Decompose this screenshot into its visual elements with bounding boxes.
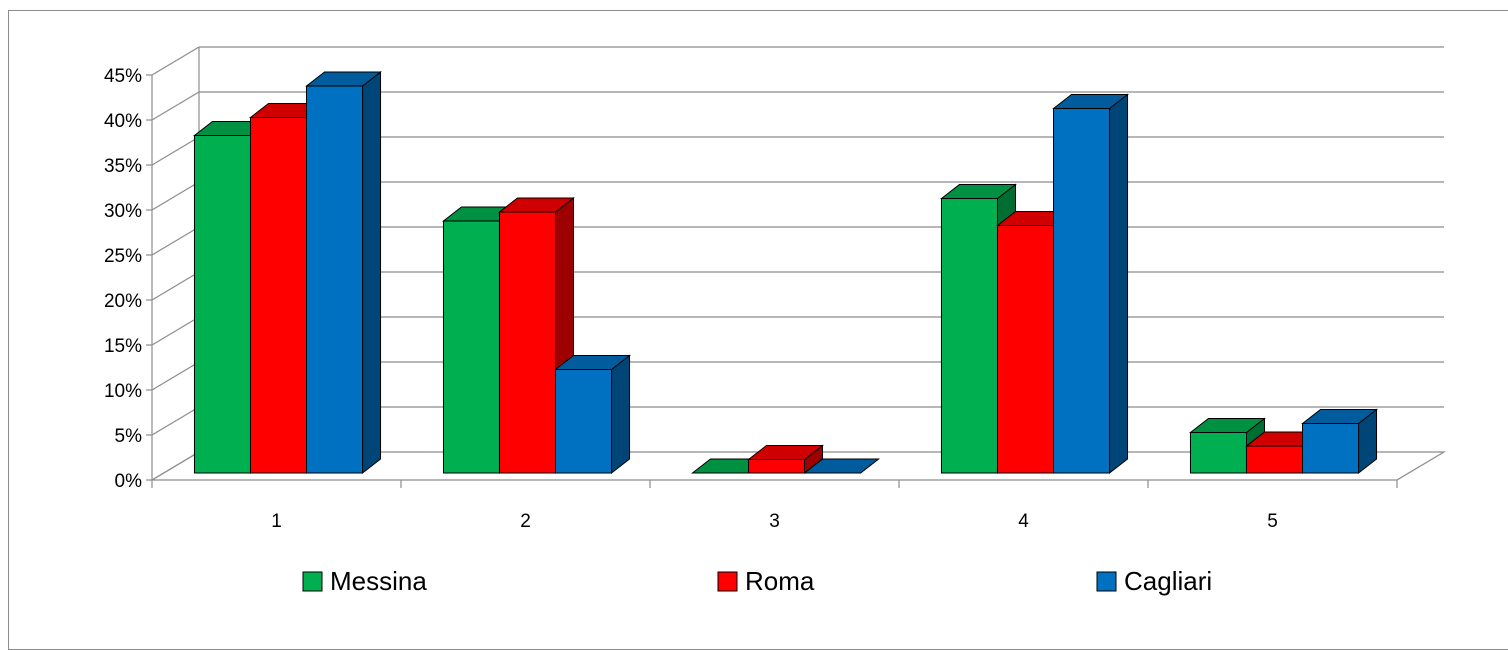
bar-roma-3: [747, 444, 824, 475]
side-gridline: [151, 361, 200, 391]
bar-front: [996, 225, 1055, 474]
legend-label: Roma: [745, 566, 815, 596]
y-tick-label: 40%: [104, 111, 142, 132]
legend-item-messina: Messina: [302, 566, 427, 596]
axis-layer: 0% 5% 10% 15% 20% 25% 30% 35% 40% 45% 1 2 3 4 5: [104, 66, 1398, 532]
x-tick-label: 5: [1267, 511, 1278, 532]
y-tick-label: 25%: [104, 246, 142, 267]
y-tick-label: 15%: [104, 336, 142, 357]
legend-swatch: [1096, 571, 1117, 592]
x-tick-label: 4: [1018, 511, 1029, 532]
bar-side: [362, 70, 382, 475]
bar-front: [1053, 108, 1111, 474]
bar-top: [803, 458, 880, 474]
bar-roma-2: [498, 196, 575, 475]
bar-top: [940, 184, 1017, 199]
y-tick-label: 10%: [104, 381, 142, 402]
bars-layer: [193, 70, 1378, 475]
side-gridline: [151, 406, 200, 436]
bar-cagliari-4: [1052, 93, 1129, 475]
bar-cagliari-2: [554, 354, 631, 475]
bar-chart: 0% 5% 10% 15% 20% 25% 30% 35% 40% 45% 1 2 3 4 5 Messin…: [104, 46, 1447, 596]
bar-front: [555, 369, 613, 474]
side-gridline: [151, 91, 200, 121]
bar-front: [442, 220, 500, 474]
bar-front: [1302, 423, 1360, 474]
bar-cagliari-3: [803, 458, 880, 474]
bar-front: [306, 85, 364, 474]
bar-side: [1109, 93, 1129, 475]
bar-cagliari-1: [305, 70, 382, 475]
side-gridline: [151, 181, 200, 211]
legend-swatch: [717, 571, 738, 592]
side-gridline: [151, 226, 200, 256]
y-tick-label: 45%: [104, 66, 142, 87]
bar-top: [1301, 409, 1378, 424]
bar-top: [747, 445, 824, 460]
y-tick-label: 0%: [115, 471, 143, 492]
y-tick-label: 20%: [104, 291, 142, 312]
bar-top: [1189, 418, 1266, 433]
x-tick-label: 3: [769, 511, 780, 532]
legend-label: Messina: [330, 566, 427, 596]
bar-front: [249, 117, 308, 474]
legend-item-cagliari: Cagliari: [1096, 566, 1212, 596]
legend-swatch: [302, 571, 323, 592]
y-tick-label: 30%: [104, 201, 142, 222]
y-tick-label: 35%: [104, 156, 142, 177]
bar-front: [1189, 432, 1247, 474]
bar-top: [498, 197, 575, 213]
bar-side: [611, 354, 631, 475]
bar-cagliari-5: [1301, 408, 1378, 475]
legend-item-roma: Roma: [717, 566, 815, 596]
bar-front: [193, 135, 251, 474]
side-gridline: [151, 136, 200, 166]
bar-front: [1245, 445, 1304, 474]
legend: Messina Roma Cagliari: [302, 566, 1212, 596]
bar-top: [305, 71, 382, 87]
x-tick-label: 1: [271, 511, 282, 532]
bar-top: [554, 355, 631, 370]
bar-front: [940, 198, 998, 474]
legend-label: Cagliari: [1124, 566, 1212, 596]
bar-front: [498, 211, 557, 474]
bar-top: [1052, 94, 1129, 109]
side-gridline: [151, 451, 200, 481]
side-gridline: [151, 271, 200, 301]
y-tick-label: 5%: [115, 426, 143, 447]
side-gridline: [151, 46, 200, 76]
bar-messina-5: [1189, 417, 1266, 475]
x-tick-label: 2: [520, 511, 531, 532]
side-gridline: [151, 316, 200, 346]
bar-front: [747, 459, 806, 474]
